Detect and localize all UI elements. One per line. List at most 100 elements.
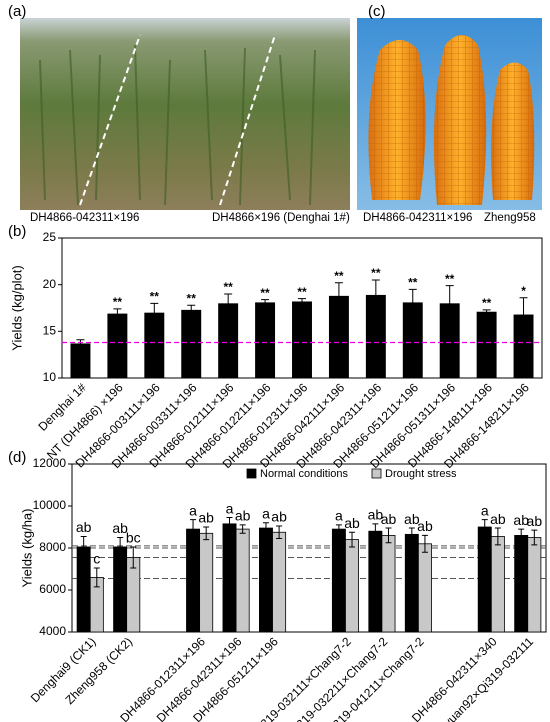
x-tick-label: Denghai9 (CK1) xyxy=(28,634,99,705)
error-bar xyxy=(481,519,488,535)
significance-letter: a xyxy=(226,500,234,516)
panel-label: (c) xyxy=(368,3,386,20)
significance-letter: a xyxy=(262,506,270,522)
significance-letter: ab xyxy=(513,512,529,528)
significance-letter: ab xyxy=(381,511,397,527)
bar xyxy=(259,527,273,633)
significance-label: ** xyxy=(482,296,492,310)
x-tick-label: Zheng958 (CK2) xyxy=(62,634,135,707)
error-bar xyxy=(385,527,392,544)
bar xyxy=(404,533,419,633)
error-bar xyxy=(187,304,196,316)
bar xyxy=(331,528,346,633)
bar xyxy=(222,523,237,633)
significance-label: ** xyxy=(297,285,307,299)
photo-caption: DH4866×196 (Denghai 1#) xyxy=(212,212,350,224)
row-divider xyxy=(79,34,141,206)
bar xyxy=(490,536,505,633)
bar xyxy=(76,546,91,633)
error-bar xyxy=(239,524,246,534)
error-bar xyxy=(408,288,417,316)
error-bar xyxy=(518,528,525,543)
error-bar xyxy=(150,302,159,323)
bar xyxy=(368,530,383,633)
significance-label: ** xyxy=(187,291,197,305)
significance-label: ** xyxy=(150,290,160,304)
y-tick-label: 12000 xyxy=(33,456,67,470)
plant-strokes xyxy=(39,44,316,206)
photo-caption: DH4866-042311×196 xyxy=(363,212,472,224)
error-bar xyxy=(371,279,380,311)
bar xyxy=(181,309,202,378)
bar xyxy=(328,295,349,378)
significance-letter: ab xyxy=(235,508,251,524)
legend-label: Normal conditions xyxy=(260,468,349,480)
error-bar xyxy=(334,282,343,310)
error-bar xyxy=(349,531,356,548)
bar xyxy=(235,528,250,633)
bar xyxy=(345,539,359,633)
significance-letter: ab xyxy=(490,511,506,527)
error-bar xyxy=(335,524,342,534)
y-tick-label: 6000 xyxy=(39,582,66,596)
error-bar xyxy=(203,526,210,541)
error-bar xyxy=(93,567,100,588)
significance-letter: ab xyxy=(271,509,287,525)
significance-label: ** xyxy=(408,276,418,290)
significance-label: ** xyxy=(223,280,233,294)
panel-label: (b) xyxy=(8,223,26,240)
error-bar xyxy=(76,339,85,348)
error-bar xyxy=(226,517,233,531)
y-tick-label: 10000 xyxy=(33,498,67,512)
legend-swatch xyxy=(246,468,257,479)
error-bar xyxy=(224,293,233,314)
error-bar xyxy=(494,527,501,546)
bar xyxy=(439,303,460,378)
bar xyxy=(402,302,423,378)
panel-label: (d) xyxy=(8,449,26,466)
significance-label: * xyxy=(521,284,526,298)
corn-ears xyxy=(368,35,535,205)
significance-letter: ab xyxy=(368,507,384,523)
error-bar xyxy=(298,298,306,305)
significance-letter: a xyxy=(189,502,197,518)
significance-label: ** xyxy=(334,269,344,283)
bar xyxy=(417,543,432,633)
significance-letter: ab xyxy=(198,510,214,526)
bar xyxy=(255,302,276,378)
significance-letter: a xyxy=(481,502,489,518)
significance-letter: c xyxy=(93,551,100,567)
significance-letter: ab xyxy=(404,511,420,527)
bar xyxy=(126,557,141,633)
bar xyxy=(218,303,239,378)
bar xyxy=(107,313,128,378)
error-bar xyxy=(372,523,379,540)
bar xyxy=(365,294,386,378)
y-tick-label: 8000 xyxy=(39,540,66,554)
error-bar xyxy=(482,309,491,315)
significance-label: ** xyxy=(113,295,123,309)
field-photo xyxy=(20,18,350,210)
significance-letter: a xyxy=(335,508,343,524)
photo-caption: Zheng958 xyxy=(484,212,536,224)
y-axis-label: Yields (kg/ha) xyxy=(19,509,34,588)
bar xyxy=(477,526,492,633)
significance-label: ** xyxy=(445,272,455,286)
y-axis-label: Yields (kg/plot) xyxy=(9,265,24,351)
error-bar xyxy=(80,535,87,558)
bar xyxy=(514,535,529,633)
significance-letter: ab xyxy=(76,519,92,535)
error-bar xyxy=(113,308,122,319)
photo-caption: DH4866-042311×196 xyxy=(30,212,139,224)
legend-swatch xyxy=(371,468,382,479)
legend-label: Drought stress xyxy=(385,468,457,480)
error-bar xyxy=(117,537,124,557)
error-bar xyxy=(445,285,454,322)
error-bar xyxy=(130,546,137,569)
bar xyxy=(186,528,201,633)
error-bar xyxy=(531,529,538,546)
y-tick-label: 10 xyxy=(43,370,57,384)
bar xyxy=(199,532,214,633)
